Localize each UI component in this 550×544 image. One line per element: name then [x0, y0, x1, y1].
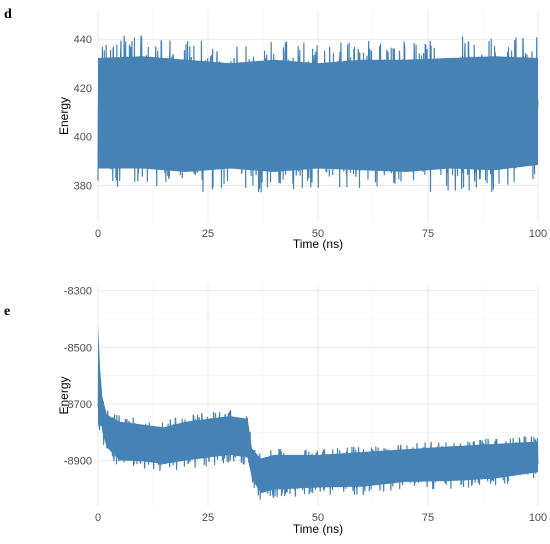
energy-series-d: [97, 35, 539, 193]
panel-letter-d: d: [4, 7, 12, 22]
y-axis-title-e: Energy: [57, 376, 71, 414]
x-tick-label: 50: [312, 512, 324, 524]
x-tick-label: 0: [95, 228, 101, 240]
y-tick-label: 400: [74, 132, 92, 144]
y-ticks-e: -8300 -8500 -8700 -8900: [64, 286, 92, 468]
x-tick-label: 0: [95, 512, 101, 524]
panel-letter-e: e: [4, 304, 10, 319]
x-tick-label: 100: [529, 512, 547, 524]
y-tick-label: -8300: [64, 286, 92, 298]
y-tick-label: -8900: [64, 456, 92, 468]
x-ticks-e: 0 25 50 75 100: [95, 512, 547, 524]
y-tick-label: 440: [74, 34, 92, 46]
y-axis-title-d: Energy: [57, 97, 71, 135]
x-tick-label: 50: [312, 228, 324, 240]
energy-chart-d: 0 25 50 75 100 380 400 420 440 Time (ns) Energy: [57, 10, 547, 251]
y-tick-label: -8500: [64, 342, 92, 354]
x-axis-title-e: Time (ns): [293, 522, 343, 536]
x-ticks-d: 0 25 50 75 100: [95, 228, 547, 240]
x-axis-title-d: Time (ns): [293, 237, 343, 251]
energy-trace: [97, 35, 539, 193]
energy-series-e: [97, 353, 539, 500]
y-ticks-d: 380 400 420 440: [74, 34, 92, 192]
y-tick-label: 420: [74, 83, 92, 95]
y-tick-label: -8700: [64, 399, 92, 411]
y-tick-label: 380: [74, 180, 92, 192]
x-tick-label: 25: [202, 512, 214, 524]
energy-chart-e: 0 25 50 75 100 -8300 -8500 -8700 -8900 Time (ns…: [57, 285, 547, 536]
x-tick-label: 75: [422, 228, 434, 240]
energy-trace: [97, 353, 539, 500]
x-tick-label: 75: [422, 512, 434, 524]
x-tick-label: 100: [529, 228, 547, 240]
x-tick-label: 25: [202, 228, 214, 240]
